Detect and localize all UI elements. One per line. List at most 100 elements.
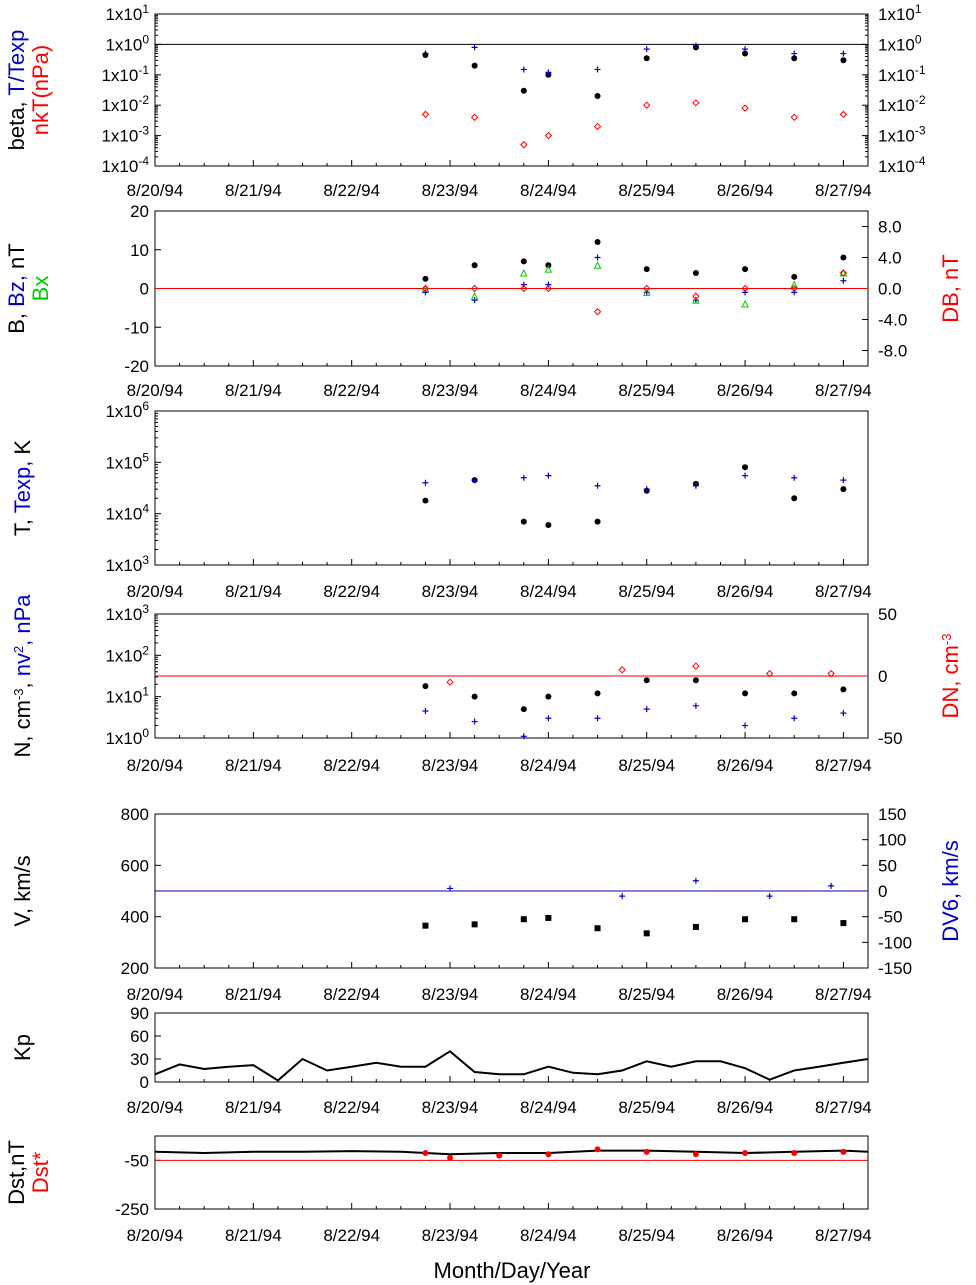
- data-point: [422, 275, 429, 282]
- y-axis-title: Dst,nT: [4, 1140, 29, 1205]
- y-tick-label-right: 4.0: [878, 249, 902, 268]
- x-tick-label: 8/26/94: [717, 756, 774, 775]
- series-nkt-npa-: [421, 99, 848, 149]
- series-bx: [421, 261, 848, 308]
- data-point: [545, 693, 552, 700]
- data-point: [422, 479, 429, 486]
- x-tick-label: 8/20/94: [127, 985, 184, 1004]
- y-tick-label: 800: [121, 805, 149, 824]
- x-tick-label: 8/26/94: [717, 1226, 774, 1245]
- y-tick-label-right: -100: [878, 933, 912, 952]
- data-point: [742, 46, 749, 53]
- y-axis-title: T, Texp, K: [10, 440, 35, 537]
- y-tick-label: 1x100: [105, 32, 149, 54]
- y-axis-title-secondary: nkT(nPa): [28, 45, 53, 135]
- x-tick-label: 8/23/94: [422, 985, 479, 1004]
- x-tick-label: 8/21/94: [225, 756, 282, 775]
- data-point: [692, 99, 700, 107]
- data-point: [742, 1150, 749, 1157]
- x-tick-label: 8/27/94: [815, 1226, 872, 1245]
- panel-velocity: 8/20/94 8/21/94 8/22/94 8/23/94 8/24/94 8/25/…: [10, 805, 963, 1004]
- data-point: [643, 46, 650, 53]
- data-point: [742, 916, 749, 923]
- panel-beta: 8/20/94 8/21/94 8/22/94 8/23/94 8/24/94 8/25/…: [4, 2, 926, 200]
- y-axis-title: V, km/s: [10, 855, 35, 926]
- data-point: [766, 893, 773, 900]
- x-tick-label: 8/25/94: [618, 756, 675, 775]
- x-tick-label: 8/25/94: [618, 181, 675, 200]
- data-point: [471, 297, 478, 304]
- y-tick-label: 1x104: [105, 502, 149, 524]
- y-axis-title: Kp: [10, 1034, 35, 1061]
- data-point: [594, 1146, 601, 1153]
- data-point: [545, 69, 552, 76]
- y-tick-label-right: 0: [878, 667, 887, 686]
- data-point: [839, 110, 848, 119]
- data-point: [545, 914, 552, 921]
- series-kp: [154, 1050, 869, 1082]
- data-point: [594, 239, 601, 245]
- y-tick-label: 1x10-1: [101, 63, 149, 85]
- y-tick-label: 1x102: [105, 643, 149, 665]
- series-dst-: [422, 1146, 847, 1161]
- y-tick-label: -250: [115, 1200, 149, 1219]
- data-point: [520, 706, 527, 713]
- y-tick-label-right: 0: [878, 882, 887, 901]
- data-point: [545, 281, 552, 288]
- y-axis-title: B, Bz, nT: [4, 243, 29, 334]
- y-tick-label: -10: [124, 318, 149, 337]
- x-tick-label: 8/24/94: [520, 582, 577, 601]
- plot-frame: [154, 1012, 869, 1083]
- data-point: [790, 284, 798, 293]
- data-point: [790, 113, 798, 122]
- data-point: [422, 683, 429, 690]
- series-b: [422, 239, 847, 282]
- series-dn: [446, 662, 835, 686]
- data-point: [447, 885, 454, 892]
- x-tick-label: 8/23/94: [422, 756, 479, 775]
- data-point: [593, 122, 602, 131]
- x-axis-title: Month/Day/Year: [434, 1258, 591, 1283]
- x-tick-label: 8/23/94: [422, 381, 479, 400]
- data-point: [520, 281, 527, 288]
- data-point: [692, 702, 699, 709]
- x-tick-label: 8/22/94: [323, 756, 380, 775]
- y-tick-label-right: 50: [878, 605, 897, 624]
- data-point: [545, 715, 552, 722]
- y-tick-label: 1x106: [105, 399, 149, 421]
- data-point: [742, 722, 749, 729]
- y-tick-label-right: -8.0: [878, 342, 907, 361]
- x-tick-label: 8/24/94: [520, 1098, 577, 1117]
- x-tick-label: 8/26/94: [717, 985, 774, 1004]
- data-point: [791, 495, 798, 502]
- data-point: [471, 62, 478, 69]
- data-point: [618, 666, 626, 674]
- y-tick-label: 400: [121, 908, 149, 927]
- data-point: [470, 292, 479, 300]
- x-tick-label: 8/22/94: [323, 1226, 380, 1245]
- plot-frame: [154, 410, 869, 566]
- y-tick-label-right: 1x10-4: [878, 154, 926, 176]
- data-point: [594, 715, 601, 722]
- data-point: [741, 299, 749, 308]
- data-point: [544, 265, 553, 273]
- series-dv6: [447, 877, 835, 900]
- data-point: [520, 916, 527, 923]
- x-tick-label: 8/20/94: [127, 181, 184, 200]
- y-tick-label: 1x100: [105, 726, 149, 748]
- series-nv2: [422, 702, 847, 740]
- series-line: [154, 1149, 869, 1156]
- y-tick-label-right: -50: [878, 908, 903, 927]
- data-point: [422, 50, 429, 57]
- data-point: [421, 110, 430, 119]
- y-tick-label-right: 0.0: [878, 280, 902, 299]
- x-tick-label: 8/25/94: [618, 582, 675, 601]
- y-tick-label-right: 8.0: [878, 218, 902, 237]
- data-point: [840, 920, 847, 927]
- panel-dst: 8/20/94 8/21/94 8/22/94 8/23/94 8/24/94 8/25/…: [4, 1135, 872, 1245]
- y-tick-label-right: 1x10-3: [878, 124, 926, 146]
- panel-field: 8/20/94 8/21/94 8/22/94 8/23/94 8/24/94 8/25/…: [4, 202, 963, 400]
- x-tick-label: 8/22/94: [323, 985, 380, 1004]
- y-tick-label-right: 100: [878, 831, 906, 850]
